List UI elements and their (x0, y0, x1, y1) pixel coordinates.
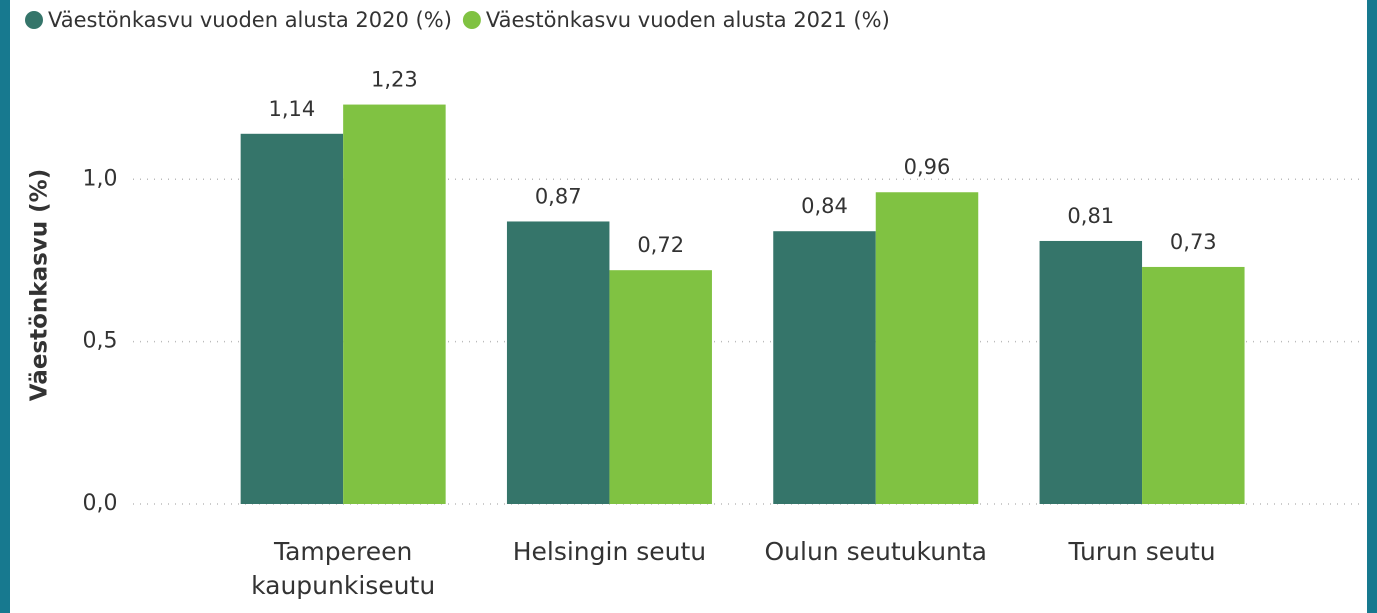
x-tick-label: Turun seutu (1068, 537, 1216, 566)
data-label: 1,23 (371, 68, 418, 92)
y-tick-label: 0,0 (83, 491, 118, 516)
bar (506, 221, 610, 504)
data-label: 0,81 (1067, 204, 1114, 228)
bar (773, 231, 876, 504)
legend-marker (462, 11, 481, 29)
data-label: 0,72 (637, 233, 684, 257)
data-label: 0,84 (801, 194, 848, 218)
y-axis-label: Väestönkasvu (%) (27, 169, 53, 401)
legend-label: Väestönkasvu vuoden alusta 2021 (%) (486, 8, 890, 32)
legend-marker (25, 11, 43, 29)
bar (1039, 240, 1143, 504)
data-label: 0,96 (904, 155, 951, 179)
x-tick-label: Helsingin seutu (512, 537, 707, 566)
x-tick-label: Oulun seutukunta (764, 537, 988, 566)
data-label: 1,14 (269, 97, 316, 121)
bar (1142, 266, 1245, 504)
y-tick-label: 1,0 (83, 166, 118, 191)
y-tick-label: 0,5 (83, 329, 118, 354)
data-label: 0,87 (535, 184, 582, 208)
data-label: 0,73 (1170, 230, 1217, 254)
bar (875, 192, 979, 504)
bar (343, 104, 446, 505)
bar (609, 270, 712, 504)
x-tick-label: Tampereen kaupunkiseutu (251, 537, 436, 600)
legend-label: Väestönkasvu vuoden alusta 2020 (%) (48, 8, 452, 32)
bar (240, 133, 344, 504)
